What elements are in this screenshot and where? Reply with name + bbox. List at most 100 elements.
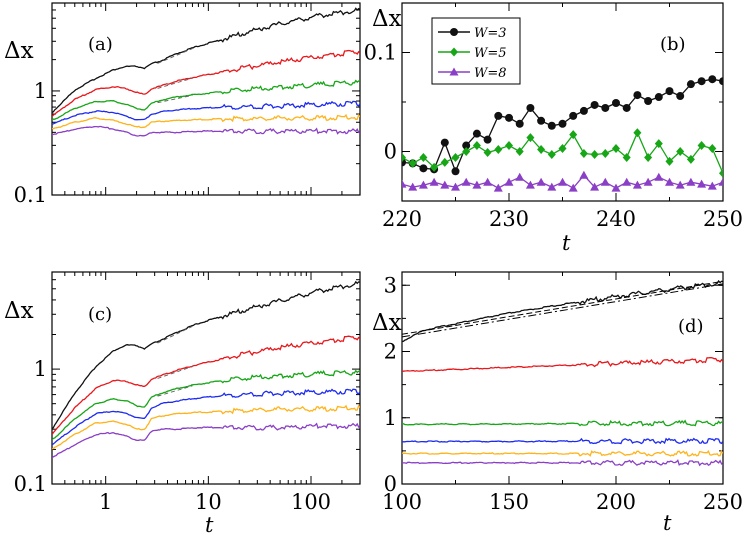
series-line-red <box>402 356 723 373</box>
panel-a-ylabel: Δx <box>4 38 34 64</box>
panel-b-xlabel: t <box>562 231 571 255</box>
data-point <box>419 152 428 162</box>
data-point <box>402 179 407 188</box>
data-point <box>579 148 588 158</box>
data-point <box>569 130 578 140</box>
data-point <box>632 180 642 189</box>
series-line-purple <box>402 459 723 467</box>
series-line-black <box>52 280 360 430</box>
data-point <box>665 87 674 96</box>
data-point <box>472 129 481 138</box>
fit-line-dashed <box>157 48 193 64</box>
data-point <box>547 149 556 159</box>
data-point <box>472 180 482 189</box>
data-point <box>451 182 460 191</box>
data-point <box>719 77 723 86</box>
data-point <box>644 97 653 106</box>
data-point <box>504 177 514 186</box>
x-tick-label: 240 <box>596 207 636 231</box>
x-tick-label: 100 <box>382 490 422 514</box>
series-line-purple <box>52 422 360 459</box>
data-point <box>515 119 524 128</box>
series-line-purple <box>52 125 360 137</box>
series-line-blue <box>52 100 360 125</box>
data-point <box>612 144 620 154</box>
legend-marker <box>450 47 458 57</box>
data-point <box>622 152 631 162</box>
data-point <box>654 93 663 102</box>
data-point <box>408 158 417 168</box>
series-line-green <box>52 369 360 441</box>
data-point <box>462 141 471 150</box>
panel-b-label: (b) <box>660 34 686 55</box>
data-point <box>579 170 589 179</box>
data-point <box>697 141 706 151</box>
data-point <box>590 182 600 191</box>
data-point <box>505 113 513 122</box>
legend-marker <box>450 28 458 36</box>
panel-a-label: (a) <box>88 34 113 55</box>
data-point <box>686 80 695 89</box>
fit-dashed <box>402 280 723 335</box>
panel-c-xlabel: t <box>205 513 214 536</box>
data-point <box>462 147 471 156</box>
data-point <box>590 149 599 159</box>
data-point <box>536 177 546 186</box>
data-point <box>697 179 707 188</box>
data-point <box>569 111 578 120</box>
data-point <box>643 177 653 186</box>
x-tick-label: 250 <box>703 490 743 514</box>
series-line-orange <box>402 449 723 457</box>
series-line-red <box>52 335 360 435</box>
x-tick-label: 250 <box>703 207 743 231</box>
y-tick-label: 0 <box>384 472 397 496</box>
data-point <box>654 139 663 149</box>
legend-marker <box>449 67 459 76</box>
data-point <box>707 181 717 190</box>
fit-line-dashed <box>157 385 193 397</box>
x-tick-label: 10 <box>195 490 222 514</box>
x-tick-label: 150 <box>489 490 529 514</box>
data-point <box>601 148 610 158</box>
data-point <box>537 116 546 125</box>
y-tick-label: 3 <box>384 273 397 297</box>
panel-d-ylabel: Δx <box>372 310 402 336</box>
data-point <box>483 147 492 157</box>
panel-b: (b) Δx t 220 230 240 250 0 0.1 W=3 W=5 W=8 <box>364 2 743 255</box>
data-point <box>402 152 406 162</box>
data-point <box>419 164 428 173</box>
series-line-orange <box>52 113 360 130</box>
series-line-blue <box>52 388 360 446</box>
data-point <box>494 145 503 155</box>
data-point <box>612 98 620 107</box>
legend-box <box>431 17 521 85</box>
data-point <box>483 135 492 144</box>
series-line-green <box>402 419 723 427</box>
x-tick-label: 220 <box>382 207 422 231</box>
plot-area <box>402 75 723 192</box>
panel-c: (c) Δx t 1 10 100 0.1 1 <box>4 271 361 536</box>
data-point <box>547 121 556 130</box>
data-point <box>665 156 674 166</box>
data-point <box>494 111 503 120</box>
y-tick-label: 0 <box>384 140 397 164</box>
panel-d-xlabel: t <box>663 511 672 535</box>
fit-dashdot <box>402 283 723 338</box>
panel-a: (a) Δx 0.1 1 <box>4 2 361 207</box>
data-point <box>558 119 567 128</box>
data-point <box>697 77 706 86</box>
series-line-green <box>52 79 360 121</box>
fit-line-dashed <box>157 77 193 89</box>
plot-area <box>402 279 723 467</box>
x-tick-label: 1 <box>99 490 112 514</box>
data-point <box>600 177 610 186</box>
data-point <box>654 172 664 181</box>
data-point <box>568 183 578 192</box>
x-tick-label: 100 <box>291 490 331 514</box>
y-tick-label: 2 <box>384 340 397 364</box>
data-point <box>558 177 567 186</box>
data-point <box>537 145 546 155</box>
series-line-black <box>52 7 360 114</box>
data-point <box>644 152 653 162</box>
